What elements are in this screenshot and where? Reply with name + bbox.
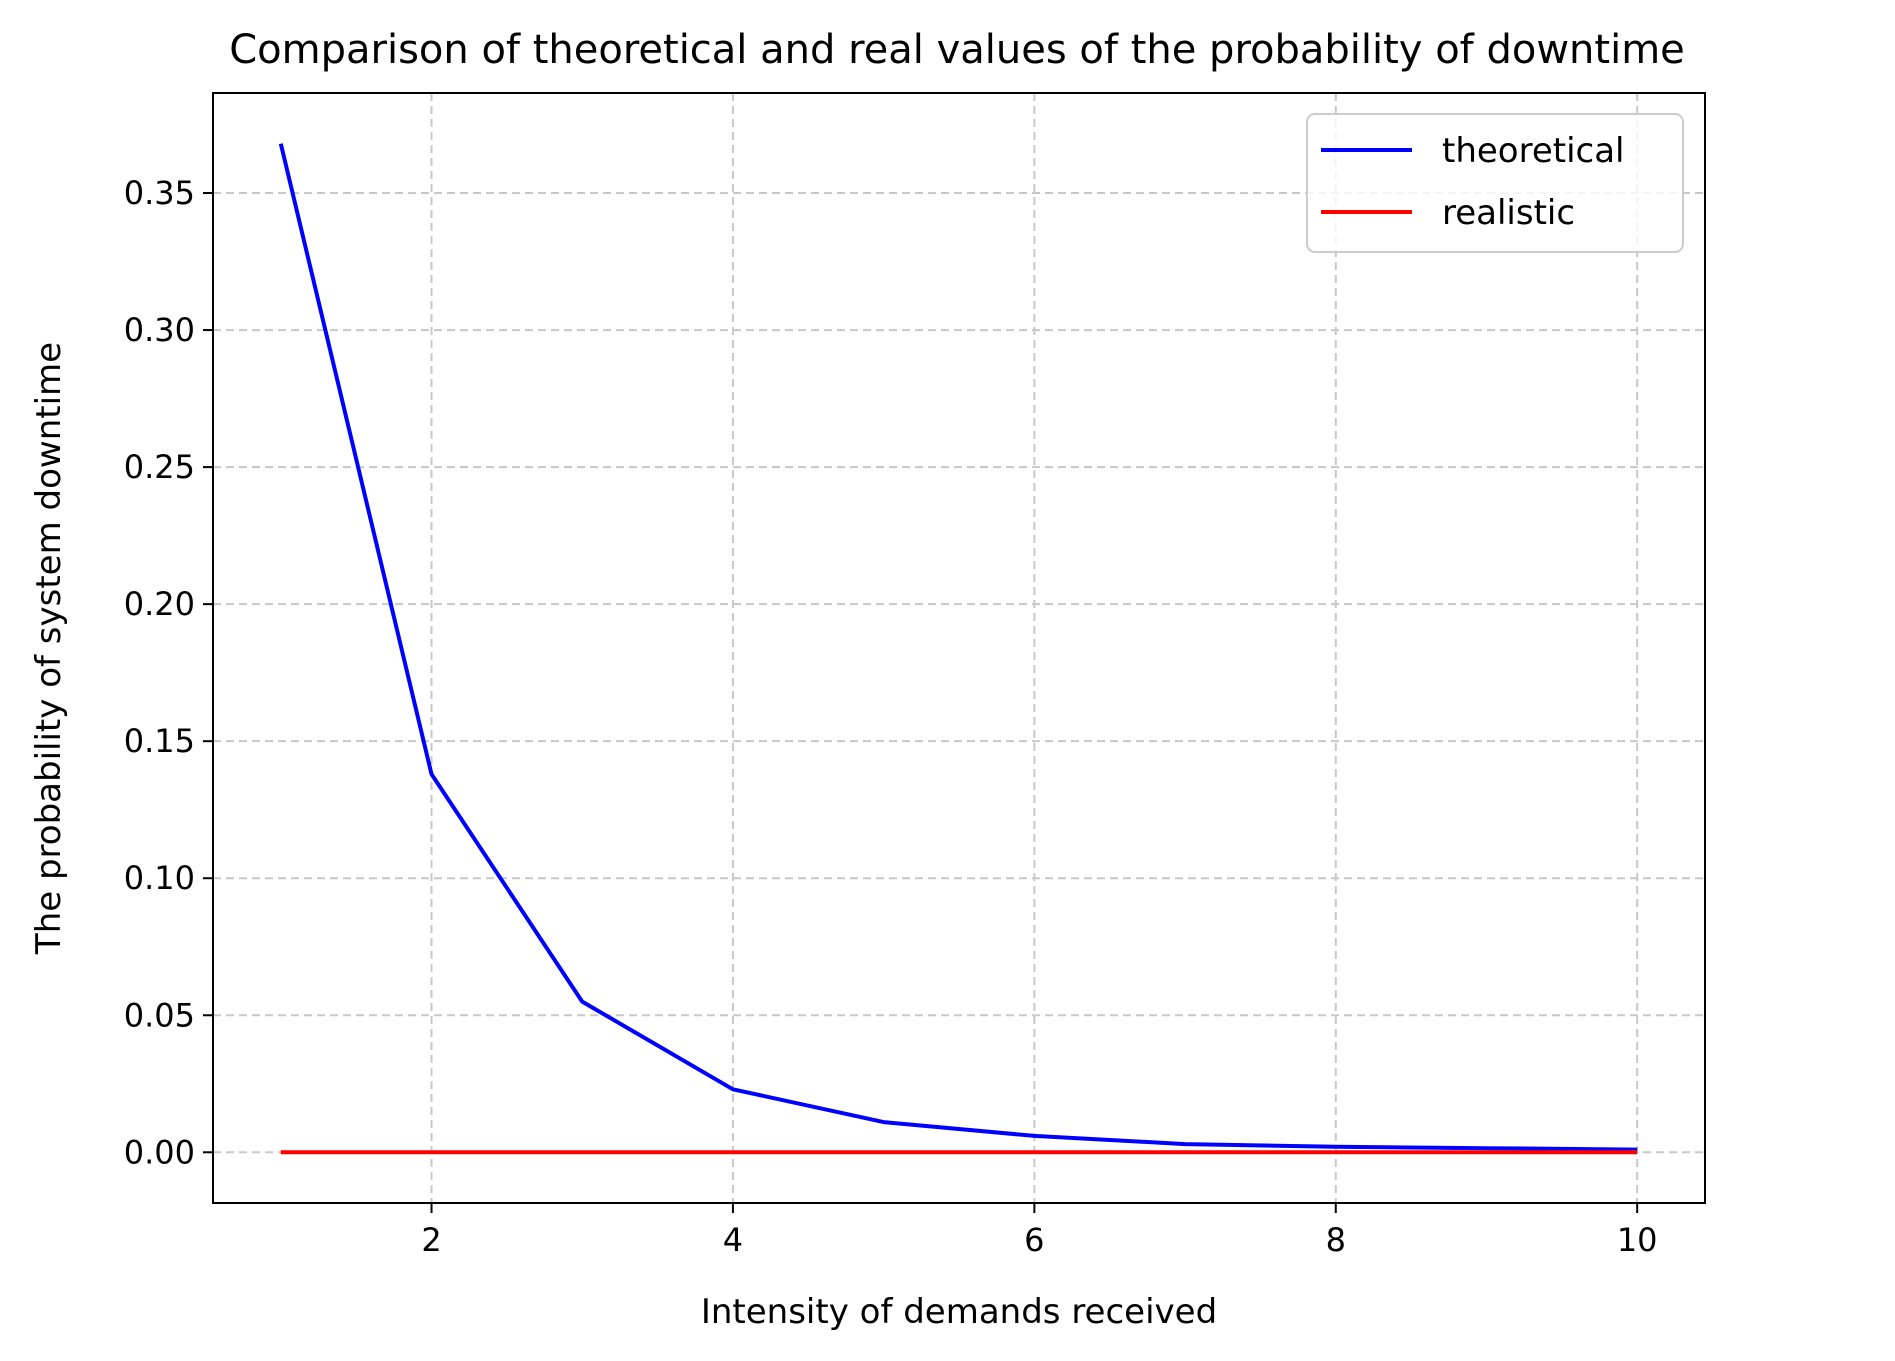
x-axis-label: Intensity of demands received bbox=[701, 1292, 1217, 1332]
series-line-theoretical bbox=[278, 143, 1638, 1152]
x-tick-label: 10 bbox=[1617, 1221, 1658, 1259]
y-axis-label: The probability of system downtime bbox=[29, 342, 69, 955]
y-tick-label: 0.30 bbox=[124, 311, 195, 349]
x-tick-label: 4 bbox=[723, 1221, 743, 1259]
y-tick-label: 0.25 bbox=[124, 448, 195, 486]
legend-label-theoretical: theoretical bbox=[1442, 131, 1625, 171]
legend: theoretical realistic bbox=[1306, 113, 1684, 253]
x-tick-label: 2 bbox=[421, 1221, 441, 1259]
y-axis: 0.00 0.05 0.10 0.15 0.20 0.25 0.30 0.35 bbox=[124, 174, 213, 1171]
chart-title: Comparison of theoretical and real value… bbox=[229, 27, 1685, 73]
y-tick-label: 0.15 bbox=[124, 722, 195, 760]
y-tick-label: 0.10 bbox=[124, 859, 195, 897]
grid bbox=[213, 93, 1705, 1203]
y-tick-label: 0.20 bbox=[124, 585, 195, 623]
plot-frame bbox=[212, 92, 1706, 1204]
x-tick-label: 8 bbox=[1326, 1221, 1346, 1259]
y-tick-label: 0.05 bbox=[124, 996, 195, 1034]
y-tick-label: 0.00 bbox=[124, 1133, 195, 1171]
x-tick-label: 6 bbox=[1024, 1221, 1044, 1259]
x-axis: 2 4 6 8 10 bbox=[421, 1203, 1658, 1259]
y-tick-label: 0.35 bbox=[124, 174, 195, 212]
series-lines bbox=[278, 143, 1638, 1155]
legend-label-realistic: realistic bbox=[1442, 193, 1575, 233]
